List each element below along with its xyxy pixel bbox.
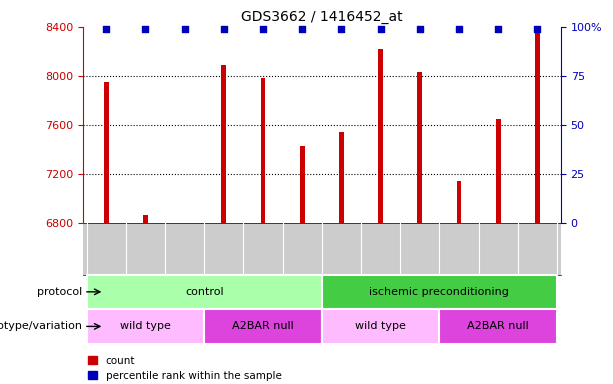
Point xyxy=(219,26,229,32)
Bar xyxy=(86,275,322,309)
Bar xyxy=(322,309,440,344)
Bar xyxy=(300,146,305,223)
Point xyxy=(297,26,307,32)
Bar xyxy=(440,309,557,344)
Point xyxy=(337,26,346,32)
Bar xyxy=(378,49,383,223)
Bar xyxy=(86,309,204,344)
Text: wild type: wild type xyxy=(120,321,171,331)
Title: GDS3662 / 1416452_at: GDS3662 / 1416452_at xyxy=(241,10,403,25)
Text: wild type: wild type xyxy=(355,321,406,331)
Bar xyxy=(535,32,539,223)
Bar xyxy=(221,65,226,223)
Point xyxy=(493,26,503,32)
Bar xyxy=(322,275,557,309)
Bar xyxy=(496,119,501,223)
Point xyxy=(454,26,464,32)
Point xyxy=(533,26,543,32)
Text: control: control xyxy=(185,287,224,297)
Bar xyxy=(104,82,109,223)
Point xyxy=(140,26,150,32)
Bar xyxy=(204,309,322,344)
Bar xyxy=(417,72,422,223)
Text: A2BAR null: A2BAR null xyxy=(467,321,529,331)
Text: A2BAR null: A2BAR null xyxy=(232,321,294,331)
Text: ischemic preconditioning: ischemic preconditioning xyxy=(370,287,509,297)
Legend: count, percentile rank within the sample: count, percentile rank within the sample xyxy=(88,356,281,381)
Bar xyxy=(457,181,462,223)
Point xyxy=(258,26,268,32)
Bar xyxy=(339,132,344,223)
Point xyxy=(180,26,189,32)
Text: genotype/variation: genotype/variation xyxy=(0,321,82,331)
Point xyxy=(101,26,111,32)
Point xyxy=(415,26,425,32)
Point xyxy=(376,26,386,32)
Bar xyxy=(143,215,148,223)
Text: protocol: protocol xyxy=(37,287,82,297)
Bar xyxy=(261,78,265,223)
